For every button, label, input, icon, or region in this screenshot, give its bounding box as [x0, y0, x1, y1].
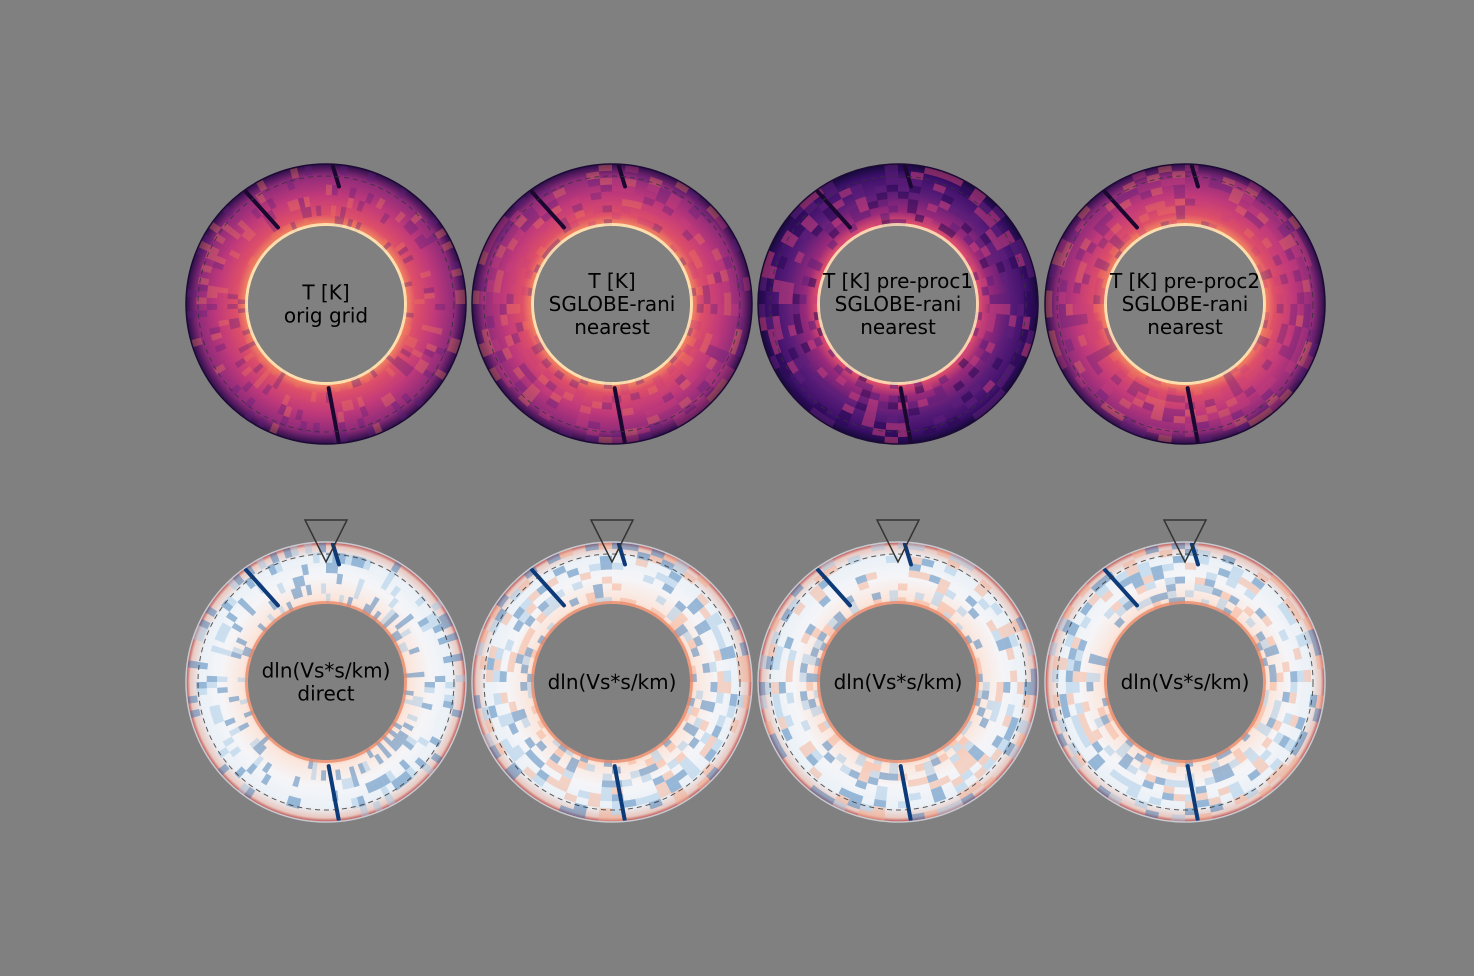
dashed-reference-circle	[1056, 175, 1314, 433]
panel-0-1: T [K] SGLOBE-rani nearest	[471, 163, 753, 445]
panel-label: T [K] orig grid	[284, 281, 368, 328]
ring-base	[471, 164, 752, 445]
panel-0-2: T [K] pre-proc1 SGLOBE-rani nearest	[757, 163, 1039, 445]
panel-1-0: dln(Vs*s/km) direct	[185, 519, 467, 823]
panel-1-1: dln(Vs*s/km)	[471, 519, 753, 823]
inner-edge	[531, 601, 693, 763]
ring-base	[185, 164, 466, 445]
panel-0-3: T [K] pre-proc2 SGLOBE-rani nearest	[1044, 163, 1326, 445]
dashed-reference-circle	[197, 553, 455, 811]
station-triangle-icon	[875, 519, 921, 564]
dashed-reference-circle	[483, 553, 741, 811]
ring-hole	[534, 226, 690, 382]
panel-label-line: nearest	[574, 315, 650, 339]
outer-edge	[757, 541, 1039, 823]
panel-label-line: T [K]	[301, 281, 349, 305]
inner-edge	[817, 223, 979, 385]
panel-label-line: SGLOBE-rani	[835, 292, 962, 316]
panel-label-line: dln(Vs*s/km)	[1121, 670, 1250, 694]
panel-label-line: SGLOBE-rani	[1122, 292, 1249, 316]
ring-texture	[472, 542, 752, 822]
dashed-reference-circle	[769, 553, 1027, 811]
panel-label: dln(Vs*s/km) direct	[262, 659, 391, 706]
outer-edge	[471, 541, 753, 823]
panel-label-line: direct	[297, 682, 354, 706]
outer-edge	[1044, 163, 1326, 445]
station-triangle-icon	[589, 519, 635, 564]
panel-label: T [K] pre-proc2 SGLOBE-rani nearest	[1109, 269, 1260, 339]
outer-edge	[471, 163, 753, 445]
ring-hole	[1107, 604, 1263, 760]
panel-label-line: nearest	[1147, 315, 1223, 339]
dashed-reference-circle	[769, 175, 1027, 433]
outer-edge	[185, 541, 467, 823]
outer-edge	[185, 163, 467, 445]
panel-label-line: T [K] pre-proc2	[1109, 269, 1260, 293]
station-triangle-icon	[1162, 519, 1208, 564]
panel-label-line: nearest	[860, 315, 936, 339]
panel-label: dln(Vs*s/km)	[834, 670, 963, 694]
panel-label: T [K] pre-proc1 SGLOBE-rani nearest	[822, 269, 973, 339]
panel-label: dln(Vs*s/km)	[548, 670, 677, 694]
panel-label-line: T [K] pre-proc1	[822, 269, 973, 293]
panel-1-2: dln(Vs*s/km)	[757, 519, 1039, 823]
inner-edge	[531, 223, 693, 385]
panel-label-line: T [K]	[587, 269, 635, 293]
inner-edge	[817, 601, 979, 763]
ring-texture	[1047, 542, 1325, 822]
panel-label-line: dln(Vs*s/km)	[834, 670, 963, 694]
panel-label-line: dln(Vs*s/km)	[262, 659, 391, 683]
ring-base	[1044, 542, 1325, 823]
panel-0-0: T [K] orig grid	[185, 163, 467, 445]
ring-hole	[820, 604, 976, 760]
panel-label: dln(Vs*s/km)	[1121, 670, 1250, 694]
inner-edge	[245, 223, 407, 385]
panel-label-line: orig grid	[284, 304, 368, 328]
dashed-reference-circle	[197, 175, 455, 433]
ring-texture	[1045, 164, 1319, 444]
inner-edge	[245, 601, 407, 763]
ring-hole	[534, 604, 690, 760]
station-triangle-icon	[303, 519, 349, 564]
inner-edge	[1104, 223, 1266, 385]
ring-texture	[758, 542, 1038, 822]
panel-label-line: SGLOBE-rani	[549, 292, 676, 316]
ring-hole	[820, 226, 976, 382]
outer-edge	[1044, 541, 1326, 823]
ring-base	[757, 542, 1038, 822]
panel-1-3: dln(Vs*s/km)	[1044, 519, 1326, 823]
inner-edge	[1104, 601, 1266, 763]
ring-texture	[186, 542, 466, 818]
ring-base	[185, 542, 466, 822]
ring-base	[471, 542, 752, 822]
panel-label-line: dln(Vs*s/km)	[548, 670, 677, 694]
ring-hole	[248, 604, 404, 760]
panel-label: T [K] SGLOBE-rani nearest	[549, 269, 676, 339]
ring-hole	[1107, 226, 1263, 382]
dashed-reference-circle	[1056, 553, 1314, 811]
ring-hole	[248, 226, 404, 382]
outer-edge	[757, 163, 1039, 445]
dashed-reference-circle	[483, 175, 741, 433]
ring-base	[1044, 164, 1325, 444]
